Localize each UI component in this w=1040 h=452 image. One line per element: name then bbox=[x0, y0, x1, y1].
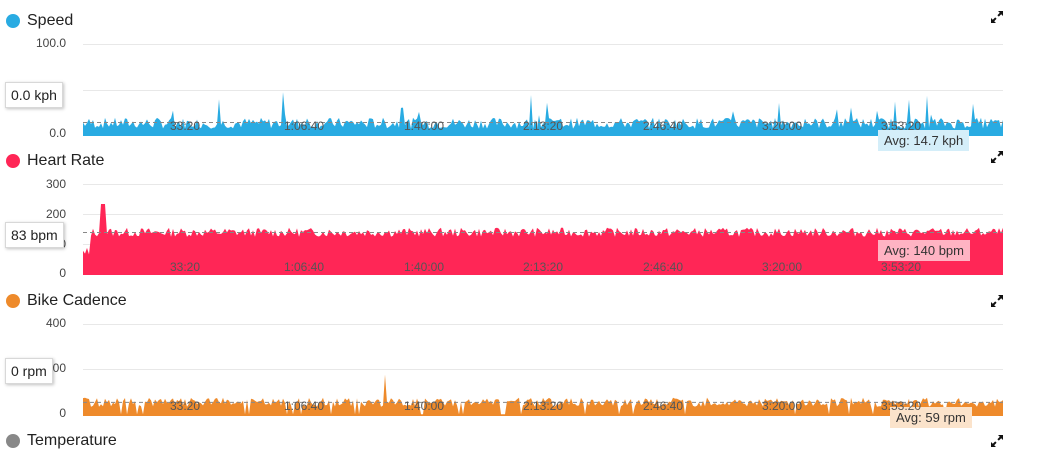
x-tick-label: 1:40:00 bbox=[403, 399, 445, 413]
heart-rate-gridline bbox=[83, 184, 1003, 185]
bike-cadence-plot bbox=[83, 324, 1003, 416]
heart-rate-ytick: 200 bbox=[45, 207, 66, 221]
bike-cadence-avg-label: Avg: 59 rpm bbox=[890, 407, 972, 428]
speed-gridline bbox=[83, 90, 1003, 91]
x-tick-label: 1:40:00 bbox=[403, 119, 445, 133]
heart-rate-ytick: 300 bbox=[45, 177, 66, 191]
bike-cadence-gridline bbox=[83, 324, 1003, 325]
temperature-panel: Temperature bbox=[0, 428, 1040, 451]
heart-rate-cursor-value: 83 bpm bbox=[5, 222, 64, 248]
bike-cadence-expand-icon[interactable] bbox=[990, 294, 1004, 308]
bike-cadence-cursor-value: 0 rpm bbox=[5, 358, 53, 384]
x-tick-label: 2:13:20 bbox=[522, 119, 564, 133]
x-tick-label: 3:53:20 bbox=[880, 119, 922, 133]
temperature-title: Temperature bbox=[27, 432, 117, 449]
heart-rate-title: Heart Rate bbox=[27, 152, 105, 169]
x-tick-label: 3:20:00 bbox=[761, 119, 803, 133]
speed-ytick: 100.0 bbox=[35, 36, 66, 50]
speed-legend-dot bbox=[6, 14, 20, 28]
x-tick-label: 3:20:00 bbox=[761, 399, 803, 413]
heart-rate-ytick: 0 bbox=[59, 266, 66, 280]
bike-cadence-panel: Bike Cadence 400 200 0 0 rpm Avg: 59 rpm… bbox=[0, 288, 1040, 428]
temperature-expand-icon[interactable] bbox=[990, 434, 1004, 448]
bike-cadence-gridline bbox=[83, 369, 1003, 370]
bike-cadence-title: Bike Cadence bbox=[27, 292, 127, 309]
bike-cadence-legend-dot bbox=[6, 294, 20, 308]
speed-expand-icon[interactable] bbox=[990, 10, 1004, 24]
speed-gridline bbox=[83, 44, 1003, 45]
heart-rate-gridline bbox=[83, 214, 1003, 215]
x-tick-label: 2:46:40 bbox=[642, 399, 684, 413]
temperature-header: Temperature bbox=[6, 430, 117, 452]
heart-rate-avg-label: Avg: 140 bpm bbox=[878, 240, 970, 261]
x-tick-label: 2:46:40 bbox=[642, 119, 684, 133]
speed-avg-label: Avg: 14.7 kph bbox=[878, 130, 970, 151]
x-tick-label: 3:20:00 bbox=[761, 260, 803, 274]
x-tick-label: 1:40:00 bbox=[403, 260, 445, 274]
series-area bbox=[83, 204, 1003, 275]
temperature-legend-dot bbox=[6, 434, 20, 448]
heart-rate-legend-dot bbox=[6, 154, 20, 168]
x-tick-label: 33:20 bbox=[169, 260, 201, 274]
series-area bbox=[83, 374, 1003, 416]
x-tick-label: 1:06:40 bbox=[283, 260, 325, 274]
x-tick-label: 3:53:20 bbox=[880, 260, 922, 274]
heart-rate-header: Heart Rate bbox=[6, 150, 104, 172]
heart-rate-panel: Heart Rate 300 200 100 0 83 bpm Avg: 140… bbox=[0, 148, 1040, 288]
x-tick-label: 33:20 bbox=[169, 399, 201, 413]
bike-cadence-ytick: 0 bbox=[59, 406, 66, 420]
speed-panel: Speed 100.0 0.0 0.0 kph Avg: 14.7 kph 33… bbox=[0, 8, 1040, 151]
x-tick-label: 3:53:20 bbox=[880, 399, 922, 413]
x-tick-label: 2:46:40 bbox=[642, 260, 684, 274]
heart-rate-plot bbox=[83, 184, 1003, 275]
x-tick-label: 2:13:20 bbox=[522, 260, 564, 274]
x-tick-label: 33:20 bbox=[169, 119, 201, 133]
x-tick-label: 2:13:20 bbox=[522, 399, 564, 413]
speed-title: Speed bbox=[27, 12, 74, 29]
bike-cadence-header: Bike Cadence bbox=[6, 290, 127, 312]
heart-rate-expand-icon[interactable] bbox=[990, 150, 1004, 164]
x-tick-label: 1:06:40 bbox=[283, 399, 325, 413]
bike-cadence-ytick: 400 bbox=[45, 316, 66, 330]
x-tick-label: 1:06:40 bbox=[283, 119, 325, 133]
speed-cursor-value: 0.0 kph bbox=[5, 82, 63, 108]
speed-ytick: 0.0 bbox=[49, 126, 66, 140]
speed-header: Speed bbox=[6, 10, 73, 32]
